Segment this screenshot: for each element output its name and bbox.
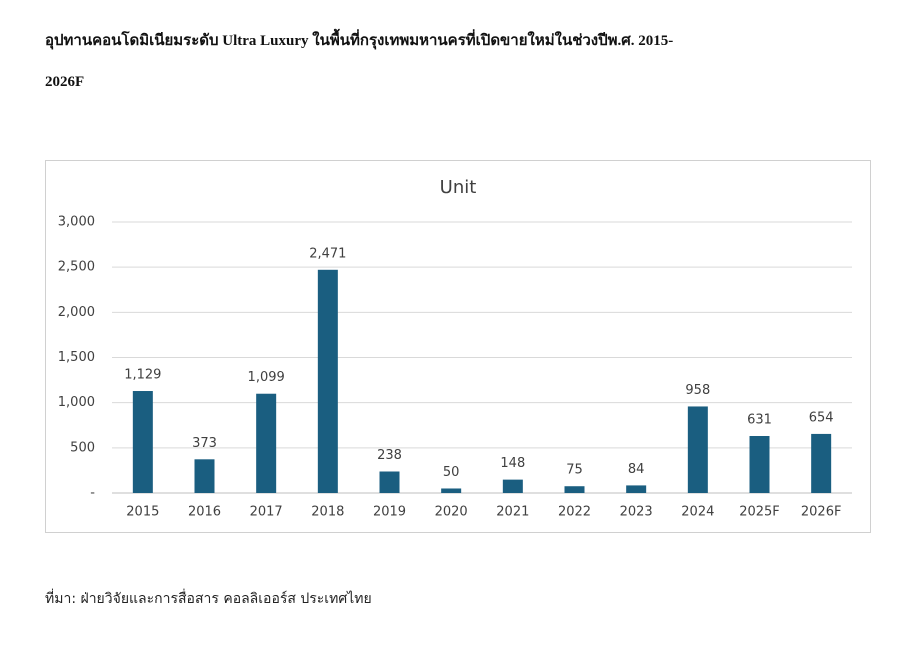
x-tick-label: 2019 (373, 505, 406, 520)
bar (811, 433, 832, 493)
x-tick-label: 2016 (188, 505, 221, 520)
value-label: 1,129 (124, 368, 161, 383)
bar (132, 391, 153, 493)
bar (256, 393, 277, 493)
value-label: 2,471 (309, 246, 346, 261)
bar (194, 459, 215, 493)
value-label: 238 (377, 448, 402, 463)
bar (687, 406, 708, 493)
bar (441, 488, 462, 493)
x-tick-label: 2020 (435, 505, 468, 520)
y-tick-label: 1,500 (58, 350, 95, 365)
value-label: 631 (747, 412, 772, 427)
value-label: 1,099 (248, 370, 285, 385)
value-label: 654 (809, 410, 834, 425)
x-tick-label: 2022 (558, 505, 591, 520)
x-tick-label: 2025F (739, 505, 780, 520)
value-label: 50 (443, 465, 460, 480)
source: ที่มา: ฝ่ายวิจัยและการสื่อสาร คอลลิเออร์… (45, 591, 372, 607)
bar (564, 486, 585, 493)
bar (749, 435, 770, 493)
value-label: 373 (192, 436, 217, 451)
y-tick-label: 2,500 (58, 260, 95, 275)
bar (626, 485, 647, 493)
y-tick-label: - (90, 486, 95, 501)
value-label: 75 (566, 463, 583, 478)
bar (379, 471, 400, 493)
x-tick-label: 2015 (126, 505, 159, 520)
value-label: 958 (685, 383, 710, 398)
x-tick-label: 2018 (311, 505, 344, 520)
value-label: 148 (500, 456, 525, 471)
x-tick-label: 2026F (801, 505, 842, 520)
bar (317, 269, 338, 493)
y-tick-label: 2,000 (58, 305, 95, 320)
heading: 2026F (45, 74, 85, 90)
x-tick-label: 2023 (620, 505, 653, 520)
y-tick-label: 3,000 (58, 215, 95, 230)
y-tick-label: 500 (70, 440, 95, 455)
y-tick-label: 1,000 (58, 395, 95, 410)
x-tick-label: 2024 (681, 505, 714, 520)
chart-title: Unit (440, 177, 477, 198)
x-tick-label: 2021 (496, 505, 529, 520)
x-tick-label: 2017 (250, 505, 283, 520)
heading: อุปทานคอนโดมิเนียมระดับ Ultra Luxury ในพ… (45, 33, 674, 49)
bar (502, 479, 523, 493)
value-label: 84 (628, 462, 645, 477)
